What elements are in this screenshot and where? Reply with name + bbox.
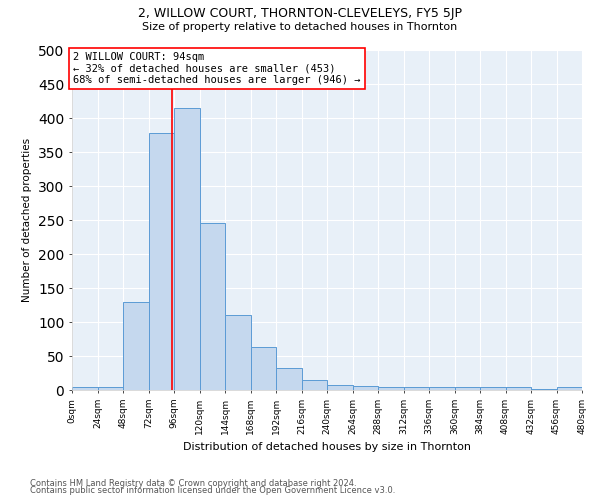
Bar	[378, 386, 404, 390]
Text: Contains HM Land Registry data © Crown copyright and database right 2024.: Contains HM Land Registry data © Crown c…	[30, 478, 356, 488]
Bar	[174, 108, 199, 390]
Text: 2 WILLOW COURT: 94sqm
← 32% of detached houses are smaller (453)
68% of semi-det: 2 WILLOW COURT: 94sqm ← 32% of detached …	[73, 52, 361, 85]
Bar	[276, 368, 302, 390]
Bar	[123, 302, 149, 390]
X-axis label: Distribution of detached houses by size in Thornton: Distribution of detached houses by size …	[183, 442, 471, 452]
Bar	[505, 386, 531, 390]
Bar	[225, 314, 251, 390]
Text: Contains public sector information licensed under the Open Government Licence v3: Contains public sector information licen…	[30, 486, 395, 495]
Bar	[557, 388, 582, 390]
Bar	[480, 386, 505, 390]
Bar	[251, 347, 276, 390]
Bar	[353, 386, 378, 390]
Bar	[327, 384, 353, 390]
Bar	[429, 386, 455, 390]
Bar	[149, 133, 174, 390]
Bar	[302, 380, 327, 390]
Bar	[199, 224, 225, 390]
Bar	[72, 386, 97, 390]
Text: Size of property relative to detached houses in Thornton: Size of property relative to detached ho…	[142, 22, 458, 32]
Bar	[404, 386, 429, 390]
Y-axis label: Number of detached properties: Number of detached properties	[22, 138, 32, 302]
Text: 2, WILLOW COURT, THORNTON-CLEVELEYS, FY5 5JP: 2, WILLOW COURT, THORNTON-CLEVELEYS, FY5…	[138, 8, 462, 20]
Bar	[455, 386, 480, 390]
Bar	[97, 386, 123, 390]
